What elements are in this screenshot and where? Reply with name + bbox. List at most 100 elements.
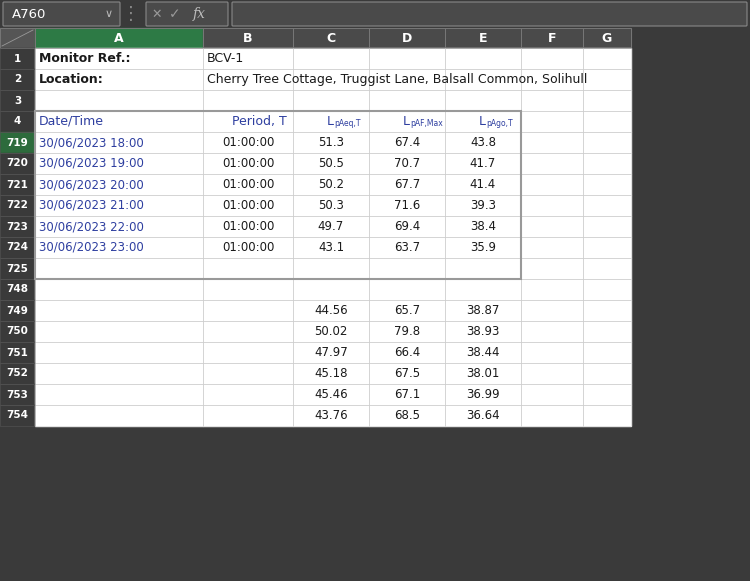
Bar [445, 258, 521, 279]
Bar [369, 69, 445, 90]
Bar [445, 405, 521, 426]
Bar [521, 384, 583, 405]
Bar [521, 132, 583, 153]
Text: 754: 754 [7, 411, 28, 421]
Bar [583, 321, 631, 342]
Bar [203, 216, 293, 237]
Bar [521, 363, 583, 384]
Bar [521, 405, 583, 426]
Bar [203, 48, 293, 69]
Bar [35, 174, 203, 195]
Bar [369, 300, 445, 321]
Bar [293, 90, 369, 111]
Bar [445, 48, 521, 69]
Text: 50.5: 50.5 [318, 157, 344, 170]
Text: C: C [326, 31, 335, 45]
Bar [445, 153, 521, 174]
Bar [445, 132, 521, 153]
Text: 43.8: 43.8 [470, 136, 496, 149]
Bar [369, 363, 445, 384]
Bar [445, 258, 521, 279]
Bar [293, 258, 369, 279]
Bar [0, 153, 35, 174]
Bar [203, 153, 293, 174]
Bar [369, 237, 445, 258]
Bar [369, 321, 445, 342]
Text: L: L [479, 115, 486, 128]
Text: 749: 749 [7, 306, 28, 315]
Bar [293, 111, 369, 132]
Bar [203, 28, 293, 48]
Text: 3: 3 [13, 95, 21, 106]
Bar [35, 321, 203, 342]
Bar [521, 28, 583, 48]
FancyBboxPatch shape [232, 2, 747, 26]
Bar [35, 132, 203, 153]
Bar [0, 258, 35, 279]
Text: Monitor Ref.:: Monitor Ref.: [39, 52, 130, 65]
Bar [583, 342, 631, 363]
Bar [521, 342, 583, 363]
Bar [583, 90, 631, 111]
Bar [203, 216, 293, 237]
Bar [293, 258, 369, 279]
Bar [35, 153, 203, 174]
Bar [35, 384, 203, 405]
Text: 722: 722 [7, 200, 28, 210]
Bar [445, 405, 521, 426]
Text: 39.3: 39.3 [470, 199, 496, 212]
Bar [0, 216, 35, 237]
Bar [203, 69, 293, 90]
Text: 41.4: 41.4 [470, 178, 496, 191]
Bar [521, 258, 583, 279]
Bar [445, 195, 521, 216]
Bar [521, 321, 583, 342]
Bar [369, 384, 445, 405]
Bar [521, 237, 583, 258]
Bar [35, 363, 203, 384]
Bar [293, 279, 369, 300]
Bar [369, 258, 445, 279]
Bar [445, 321, 521, 342]
Text: 720: 720 [7, 159, 28, 168]
Bar [0, 321, 35, 342]
Bar [369, 258, 445, 279]
Bar [583, 195, 631, 216]
Bar [35, 195, 203, 216]
Bar [583, 300, 631, 321]
Bar [445, 69, 521, 90]
Bar [583, 363, 631, 384]
Bar [0, 279, 35, 300]
Bar [445, 90, 521, 111]
Text: 70.7: 70.7 [394, 157, 420, 170]
Text: L: L [403, 115, 410, 128]
Text: 01:00:00: 01:00:00 [222, 178, 274, 191]
Bar [445, 132, 521, 153]
Bar [521, 69, 583, 90]
Bar [369, 405, 445, 426]
Bar [445, 90, 521, 111]
Bar [293, 342, 369, 363]
Bar [293, 405, 369, 426]
Bar [583, 384, 631, 405]
Text: pAeq,T: pAeq,T [334, 120, 361, 128]
Text: 41.7: 41.7 [470, 157, 496, 170]
Bar [293, 153, 369, 174]
Bar [35, 111, 203, 132]
Text: 36.64: 36.64 [466, 409, 500, 422]
Bar [369, 90, 445, 111]
Bar [583, 237, 631, 258]
Bar [293, 300, 369, 321]
Bar [293, 237, 369, 258]
Bar [203, 111, 293, 132]
Bar [203, 363, 293, 384]
Text: 36.99: 36.99 [466, 388, 500, 401]
Bar [203, 174, 293, 195]
Bar [521, 279, 583, 300]
Bar [583, 111, 631, 132]
Bar [583, 363, 631, 384]
Bar [521, 384, 583, 405]
Text: 71.6: 71.6 [394, 199, 420, 212]
Bar [0, 258, 35, 279]
Text: D: D [402, 31, 412, 45]
